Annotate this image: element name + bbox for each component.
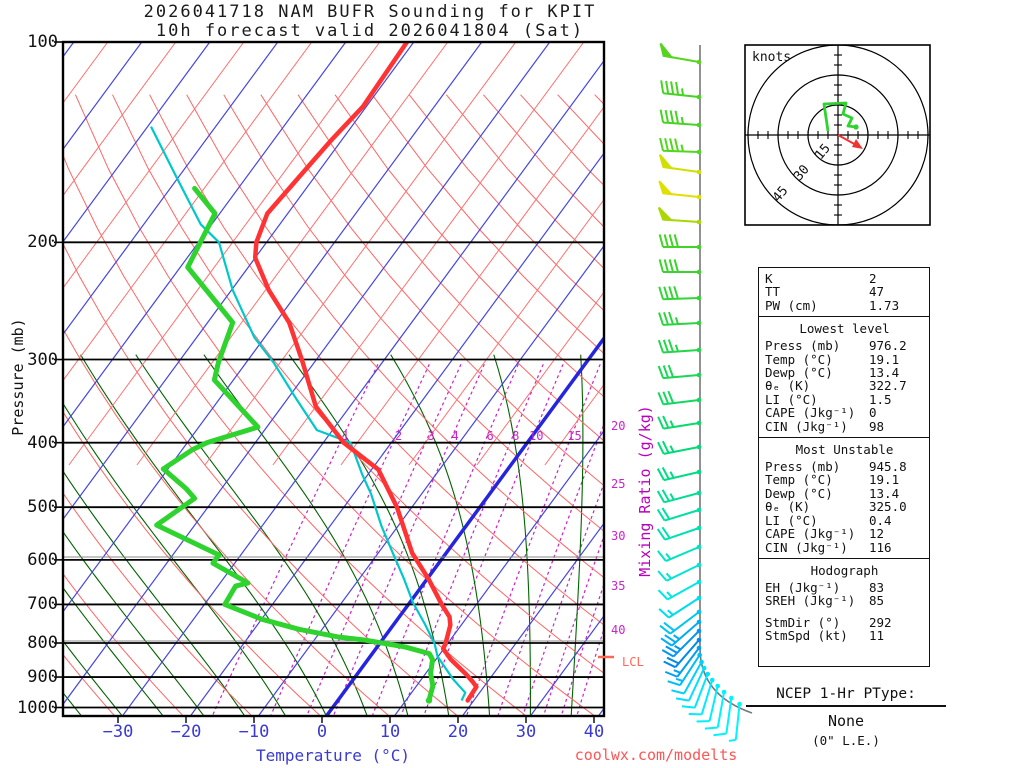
table-row: Dewp (°C) 13.4 <box>765 365 900 381</box>
lowest-level-header: Lowest level <box>799 321 890 337</box>
svg-text:30: 30 <box>791 162 813 184</box>
table-row: CIN (Jkg⁻¹) 98 <box>765 418 885 434</box>
svg-text:20: 20 <box>611 419 625 433</box>
table-row: StmDir (°) 292 <box>765 614 892 630</box>
chart-subtitle: 10h forecast valid 2026041804 (Sat) <box>155 21 585 41</box>
temperature-tick: −20 <box>170 722 202 742</box>
lcl-label: LCL <box>622 655 644 669</box>
temperature-tick: 20 <box>447 722 469 742</box>
table-row: EH (Jkg⁻¹) 83 <box>765 579 885 595</box>
hodograph-stats-header: Hodograph <box>810 562 879 578</box>
table-row: θₑ (K) 322.7 <box>765 378 907 394</box>
pressure-tick: 600 <box>27 549 58 570</box>
table-row: CAPE (Jkg⁻¹) 0 <box>765 405 877 421</box>
temperature-tick: 30 <box>515 722 537 742</box>
table-row: LI (°C) 0.4 <box>765 512 892 528</box>
most-unstable-header: Most Unstable <box>795 442 894 458</box>
pressure-tick: 100 <box>27 32 58 52</box>
pressure-tick: 400 <box>27 432 58 453</box>
most-unstable-section: Most Unstable Press (mb) 945.8 Temp (°C) 19… <box>759 438 929 559</box>
mixing-ratio-axis-label: Mixing Ratio (g/kg) <box>636 405 654 577</box>
ptype-value: None <box>827 712 865 730</box>
pressure-tick: 200 <box>27 232 58 253</box>
ptype-title: NCEP 1-Hr PType: <box>746 686 946 707</box>
hodograph-stats-rows: EH (Jkg⁻¹) 83 SREH (Jkg⁻¹) 85 <box>765 579 924 609</box>
table-row: Temp (°C) 19.1 <box>765 472 900 488</box>
svg-text:40: 40 <box>611 623 625 637</box>
table-row: PW (cm) 1.73 <box>765 297 900 313</box>
hodograph-stats-section: Hodograph EH (Jkg⁻¹) 83 SREH (Jkg⁻¹) 85 Stm… <box>759 559 929 647</box>
ptype-detail: (0" L.E.) <box>812 733 880 748</box>
table-row: Press (mb) 976.2 <box>765 338 907 354</box>
table-row: CAPE (Jkg⁻¹) 12 <box>765 526 885 542</box>
chart-title: 2026041718 NAM BUFR Sounding for KPIT <box>143 2 597 22</box>
watermark: coolwx.com/modelts <box>574 746 738 764</box>
temperature-tick: 40 <box>583 722 605 742</box>
pressure-tick: 700 <box>27 594 58 615</box>
table-row: SREH (Jkg⁻¹) 85 <box>765 593 885 609</box>
table-row: Press (mb) 945.8 <box>765 459 907 475</box>
table-row: TT 47 <box>765 284 885 300</box>
pressure-tick: 800 <box>27 633 58 653</box>
svg-text:15: 15 <box>812 141 834 163</box>
svg-text:15: 15 <box>567 429 581 443</box>
svg-text:45: 45 <box>770 184 792 206</box>
sounding-indices-table: K 2 TT 47 PW (cm) 1.73 Lowest level Press (mb… <box>758 267 930 667</box>
hodograph-box <box>744 44 931 226</box>
svg-text:25: 25 <box>611 477 625 491</box>
table-row: θₑ (K) 325.0 <box>765 499 907 515</box>
table-row: StmSpd (kt) 11 <box>765 628 885 644</box>
ptype-block: NCEP 1-Hr PType: None (0" L.E.) <box>746 686 946 748</box>
temperature-tick: −10 <box>238 722 270 742</box>
table-row: LI (°C) 1.5 <box>765 391 892 407</box>
indices-rows: K 2 TT 47 PW (cm) 1.73 <box>765 271 924 313</box>
indices-section: K 2 TT 47 PW (cm) 1.73 <box>759 268 929 318</box>
hodograph-units-label: knots <box>752 50 792 65</box>
lowest-level-rows: Press (mb) 976.2 Temp (°C) 19.1 Dewp (°C) 13.… <box>765 339 924 433</box>
temperature-tick: 0 <box>316 722 328 742</box>
svg-text:4: 4 <box>451 429 458 443</box>
temperature-tick: −30 <box>102 722 134 742</box>
svg-text:30: 30 <box>611 529 625 543</box>
svg-text:8: 8 <box>512 429 519 443</box>
svg-text:10: 10 <box>529 429 543 443</box>
temperature-tick: 10 <box>379 722 401 742</box>
svg-text:6: 6 <box>486 429 493 443</box>
pressure-tick: 300 <box>27 349 58 370</box>
storm-motion-rows: StmDir (°) 292 StmSpd (kt) 11 <box>765 614 924 644</box>
svg-text:1: 1 <box>342 429 349 443</box>
svg-text:2: 2 <box>395 429 402 443</box>
most-unstable-rows: Press (mb) 945.8 Temp (°C) 19.1 Dewp (°C) 13.… <box>765 460 924 554</box>
table-row: CIN (Jkg⁻¹) 116 <box>765 539 892 555</box>
table-row: Dewp (°C) 13.4 <box>765 485 900 501</box>
table-row: Temp (°C) 19.1 <box>765 351 900 367</box>
svg-text:35: 35 <box>611 579 625 593</box>
pressure-tick: 900 <box>27 667 58 688</box>
temperature-axis-label: Temperature (°C) <box>255 746 411 765</box>
pressure-tick: 500 <box>27 497 58 518</box>
lowest-level-section: Lowest level Press (mb) 976.2 Temp (°C) 19.… <box>759 317 929 439</box>
svg-text:3: 3 <box>427 429 434 443</box>
pressure-tick: 1000 <box>17 697 58 718</box>
